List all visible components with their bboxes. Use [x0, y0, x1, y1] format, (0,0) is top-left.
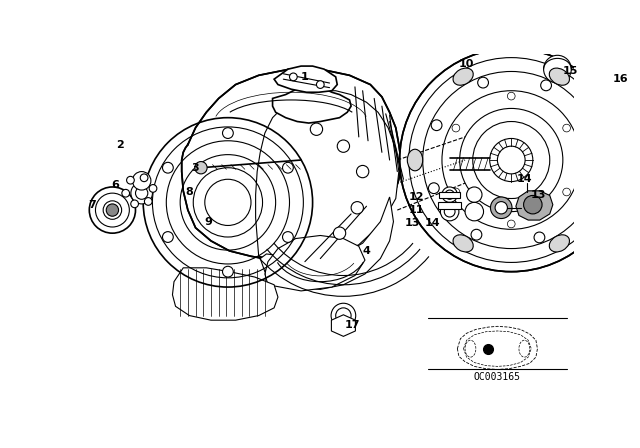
Polygon shape	[439, 192, 460, 198]
Circle shape	[205, 179, 251, 225]
Circle shape	[289, 73, 297, 81]
Circle shape	[477, 77, 488, 88]
Circle shape	[467, 187, 482, 202]
Circle shape	[336, 308, 351, 323]
Text: 4: 4	[363, 246, 371, 256]
Polygon shape	[438, 202, 461, 208]
Polygon shape	[274, 66, 337, 92]
Ellipse shape	[407, 149, 422, 171]
Polygon shape	[182, 69, 401, 262]
Circle shape	[282, 232, 293, 242]
Circle shape	[495, 202, 508, 214]
Circle shape	[331, 303, 356, 328]
Circle shape	[132, 172, 151, 190]
Text: 3: 3	[192, 163, 200, 173]
Circle shape	[442, 187, 458, 202]
Circle shape	[136, 187, 148, 199]
Circle shape	[122, 190, 129, 197]
Circle shape	[541, 80, 552, 91]
Circle shape	[131, 182, 152, 204]
Ellipse shape	[549, 68, 570, 85]
Circle shape	[452, 124, 460, 132]
Text: 16: 16	[612, 74, 628, 84]
Circle shape	[149, 185, 157, 192]
Text: 6: 6	[111, 180, 120, 190]
Circle shape	[543, 55, 572, 83]
Text: 12: 12	[409, 192, 424, 202]
Circle shape	[471, 229, 482, 240]
Circle shape	[127, 177, 134, 184]
Circle shape	[580, 190, 591, 200]
Circle shape	[399, 48, 623, 271]
Circle shape	[337, 140, 349, 152]
Ellipse shape	[600, 149, 615, 171]
Polygon shape	[265, 236, 365, 291]
Text: 14: 14	[425, 218, 440, 228]
Text: 7: 7	[88, 200, 96, 210]
Polygon shape	[172, 268, 278, 320]
Circle shape	[106, 204, 118, 216]
Text: 15: 15	[563, 66, 578, 77]
Polygon shape	[273, 85, 351, 123]
Ellipse shape	[549, 235, 570, 252]
Circle shape	[351, 202, 364, 214]
Circle shape	[195, 162, 207, 174]
Polygon shape	[255, 91, 399, 262]
Circle shape	[356, 165, 369, 178]
Circle shape	[131, 200, 138, 208]
Text: OC003165: OC003165	[474, 372, 521, 382]
Circle shape	[282, 162, 293, 173]
Ellipse shape	[453, 68, 473, 85]
Circle shape	[431, 120, 442, 130]
Circle shape	[452, 188, 460, 196]
Text: 11: 11	[409, 205, 424, 215]
Circle shape	[163, 162, 173, 173]
Circle shape	[508, 220, 515, 228]
Circle shape	[145, 198, 152, 205]
Circle shape	[508, 92, 515, 100]
Circle shape	[563, 124, 570, 132]
Circle shape	[163, 232, 173, 242]
Text: 9: 9	[205, 217, 212, 227]
Circle shape	[310, 123, 323, 135]
Circle shape	[316, 81, 324, 88]
Circle shape	[583, 126, 594, 137]
Text: 13: 13	[405, 218, 420, 228]
Polygon shape	[260, 197, 394, 289]
Text: 1: 1	[301, 72, 308, 82]
Text: 14: 14	[516, 174, 532, 184]
Circle shape	[444, 206, 455, 217]
Circle shape	[95, 193, 129, 227]
Polygon shape	[332, 315, 355, 336]
Circle shape	[428, 183, 439, 194]
Text: 2: 2	[116, 140, 124, 150]
Text: 8: 8	[186, 187, 193, 198]
Circle shape	[445, 190, 454, 199]
Text: 17: 17	[345, 320, 360, 330]
Circle shape	[90, 187, 136, 233]
Circle shape	[490, 138, 533, 181]
Circle shape	[534, 232, 545, 243]
Circle shape	[333, 227, 346, 239]
Circle shape	[563, 188, 570, 196]
Circle shape	[465, 202, 484, 221]
Text: 13: 13	[531, 190, 546, 200]
Polygon shape	[516, 191, 553, 220]
Circle shape	[497, 146, 525, 174]
Ellipse shape	[453, 235, 473, 252]
Circle shape	[630, 85, 640, 97]
Circle shape	[490, 197, 512, 219]
Circle shape	[524, 195, 542, 214]
Text: 10: 10	[459, 59, 474, 69]
Circle shape	[223, 266, 234, 277]
Polygon shape	[600, 75, 640, 268]
Circle shape	[140, 174, 148, 181]
Circle shape	[223, 128, 234, 138]
Circle shape	[103, 201, 122, 220]
Circle shape	[440, 202, 459, 221]
